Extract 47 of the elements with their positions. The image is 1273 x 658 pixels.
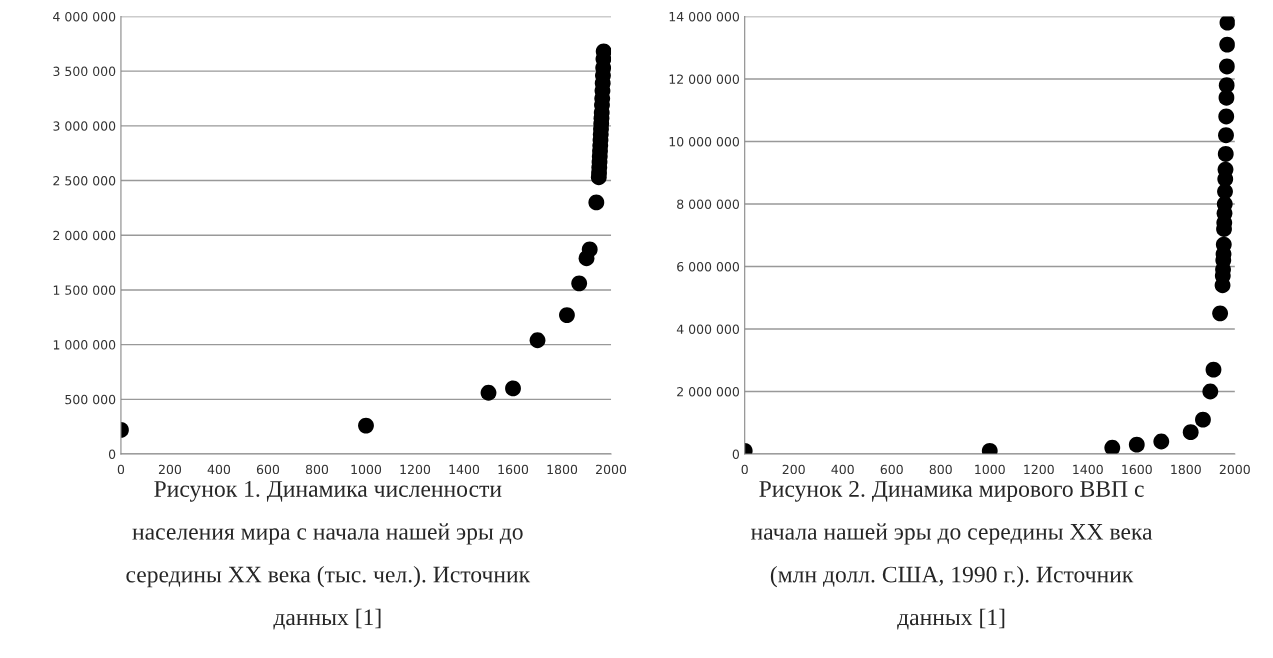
x-tick-label: 1200 [1024, 464, 1054, 475]
y-tick-label: 8 000 000 [677, 199, 740, 209]
text: Рисунок 1. Динамика численности [154, 481, 502, 502]
y-tick-label: 4 000 000 [53, 11, 116, 22]
x-tick-label: 1800 [547, 464, 578, 475]
x-tick-label: 1000 [351, 464, 382, 475]
x-tick-label: 1200 [400, 464, 431, 475]
x-tick-label: 600 [256, 464, 280, 475]
x-tick-label: 800 [929, 464, 952, 475]
x-tick-label: 0 [741, 464, 748, 475]
x-tick-label: 1800 [1171, 464, 1201, 475]
x-tick-label: 400 [207, 464, 231, 475]
x-tick-label: 1000 [975, 464, 1005, 475]
x-tick-label: 800 [305, 464, 329, 475]
y-tick-label: 2 500 000 [53, 176, 116, 186]
x-tick-label: 1600 [1122, 464, 1152, 475]
x-tick-label: 200 [158, 464, 182, 475]
x-tick-label: 1600 [498, 464, 529, 475]
y-tick-label: 3 000 000 [53, 121, 116, 131]
y-tick-label: 500 000 [65, 394, 116, 405]
text: начала нашей эры до середины XX века [750, 523, 1153, 545]
text: данных [1] [897, 608, 1005, 630]
x-tick-label: 400 [831, 464, 854, 475]
text: данных [1] [273, 608, 381, 630]
x-tick-label: 600 [880, 464, 903, 475]
text: середины XX века (тыс. чел.). Источник [126, 565, 531, 588]
y-tick-label: 2 000 000 [53, 230, 116, 241]
text: (млн долл. США, 1990 г.). Источник [770, 565, 1134, 588]
x-tick-label: 1400 [449, 464, 480, 475]
x-tick-label: 2000 [1219, 464, 1250, 475]
y-tick-label: 12 000 000 [669, 74, 740, 84]
text: Рисунок 2. Динамика мирового ВВП с [759, 481, 1144, 502]
x-tick-label: 2000 [596, 464, 627, 475]
text: населения мира с начала нашей эры до [132, 523, 523, 545]
y-tick-label: 1 500 000 [53, 285, 116, 295]
x-tick-label: 200 [782, 464, 805, 475]
y-tick-label: 3 500 000 [53, 66, 116, 77]
x-tick-label: 1400 [1073, 464, 1103, 475]
y-tick-label: 14 000 000 [669, 11, 740, 22]
y-tick-label: 1 000 000 [53, 340, 116, 350]
y-tick-label: 2 000 000 [677, 386, 740, 397]
y-tick-label: 6 000 000 [677, 261, 740, 272]
y-tick-label: 4 000 000 [676, 324, 740, 334]
x-tick-label: 0 [117, 464, 125, 475]
y-tick-label: 0 [732, 449, 740, 459]
y-tick-label: 0 [108, 449, 116, 459]
y-tick-label: 10 000 000 [669, 136, 740, 147]
